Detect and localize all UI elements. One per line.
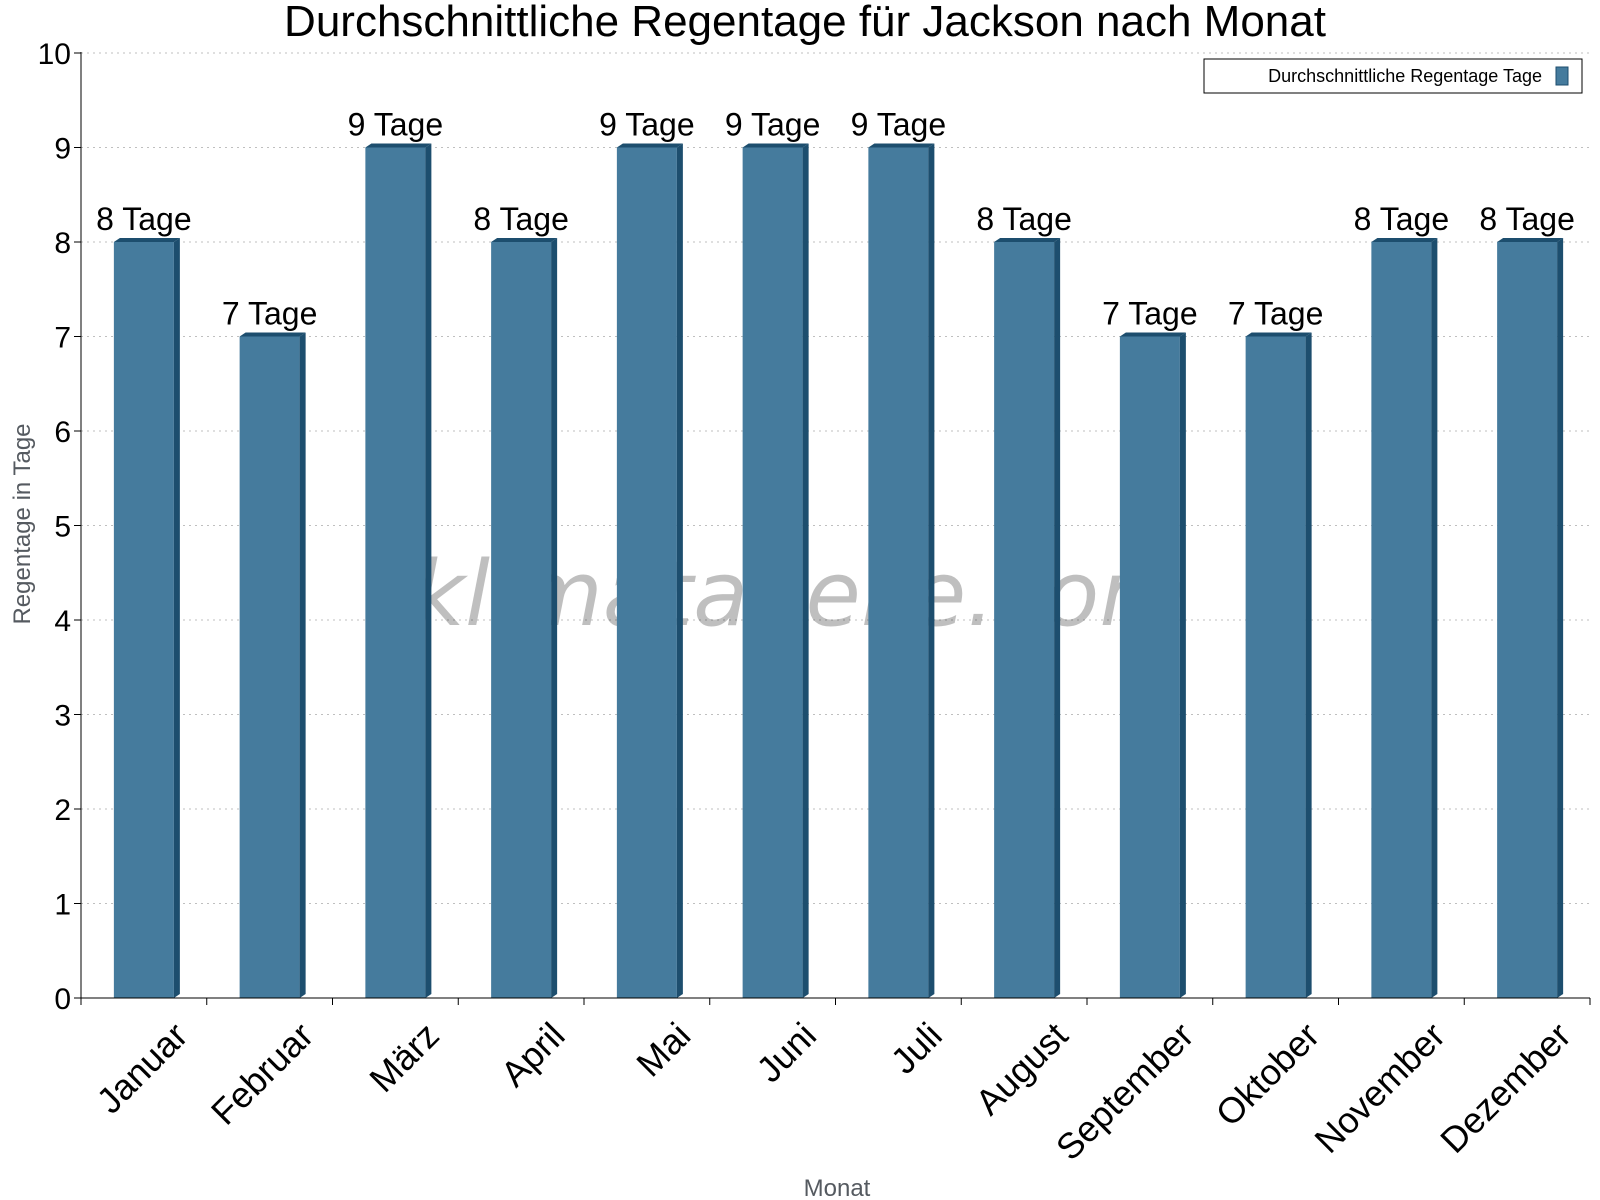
data-label: 9 Tage <box>851 107 947 143</box>
bar-november <box>1371 238 1438 998</box>
bar-top <box>1119 332 1186 337</box>
bar-top <box>742 143 809 148</box>
bar-front <box>1119 336 1180 998</box>
bar-top <box>994 238 1061 242</box>
legend-box <box>1203 58 1583 94</box>
bar-top <box>365 143 432 148</box>
y-tick-label: 3 <box>54 700 71 733</box>
x-tick-label: November <box>1306 1014 1452 1160</box>
bar-top <box>239 332 306 337</box>
y-tick-label: 10 <box>38 38 71 71</box>
x-tick-labels: Januar Februar März April Mai Juni Juli AugustS… <box>89 1014 1579 1168</box>
bar-top <box>1245 332 1312 337</box>
bar-juli <box>868 143 935 998</box>
x-tick-label: Oktober <box>1208 1014 1328 1134</box>
bar-side <box>928 143 935 998</box>
data-label: 7 Tage <box>222 296 318 332</box>
bar-front <box>1371 242 1432 998</box>
bar-front <box>994 242 1055 998</box>
x-tick-label: April <box>493 1014 573 1094</box>
data-label: 9 Tage <box>599 107 695 143</box>
x-tick-label: August <box>967 1014 1075 1122</box>
bar-top <box>616 143 683 148</box>
data-label: 9 Tage <box>348 107 444 143</box>
bar-top <box>1371 238 1438 242</box>
x-tick-label: Februar <box>203 1014 321 1132</box>
bar-top <box>1497 238 1564 242</box>
x-tick-label: März <box>361 1014 447 1100</box>
legend-swatch <box>1555 66 1569 86</box>
data-label: 8 Tage <box>473 201 569 237</box>
bar-märz <box>365 143 432 998</box>
bar-september <box>1119 332 1186 998</box>
y-tick-label: 0 <box>54 983 71 1016</box>
y-tick-labels: 0 1 2 3 4 5 6 7 8 9 10 <box>38 38 71 1016</box>
data-label: 7 Tage <box>1228 296 1324 332</box>
x-tick-label: Juni <box>748 1014 824 1090</box>
data-labels: 8 Tage 7 Tage 9 Tage 8 Tage 9 Tage 9 Tage 9 Ta… <box>96 107 1575 332</box>
bar-side <box>1054 238 1061 998</box>
bar-front <box>365 147 426 998</box>
data-label: 8 Tage <box>1354 201 1450 237</box>
bar-side <box>676 143 683 998</box>
gridlines <box>81 52 1590 904</box>
x-tick-label: Dezember <box>1432 1014 1578 1160</box>
y-tick-label: 1 <box>54 889 71 922</box>
bar-side <box>173 238 180 998</box>
bar-side <box>1305 332 1312 998</box>
bar-februar <box>239 332 306 998</box>
bar-side <box>299 332 306 998</box>
bar-front <box>742 147 803 998</box>
bar-side <box>425 143 432 998</box>
bar-juni <box>742 143 809 998</box>
y-tick-label: 4 <box>54 605 71 638</box>
y-tick-label: 5 <box>54 511 71 544</box>
bar-side <box>1179 332 1186 998</box>
data-label: 8 Tage <box>976 201 1072 237</box>
bar-top <box>113 238 180 242</box>
y-tick-label: 6 <box>54 416 71 449</box>
y-tick-label: 8 <box>54 227 71 260</box>
legend: Durchschnittliche Regentage Tage <box>1203 58 1583 94</box>
bar-august <box>994 238 1061 998</box>
x-axis-label: Monat <box>804 1175 871 1200</box>
bar-front <box>1245 336 1306 998</box>
axes <box>74 52 1591 1005</box>
bar-front <box>113 242 174 998</box>
y-tick-label: 9 <box>54 133 71 166</box>
bar-top <box>868 143 935 148</box>
bar-april <box>491 238 558 998</box>
bar-side <box>1557 238 1564 998</box>
y-axis-label: Regentage in Tage <box>9 423 36 624</box>
chart-title: Durchschnittliche Regentage für Jackson … <box>284 0 1326 46</box>
x-tick-label: Mai <box>628 1014 698 1084</box>
data-label: 9 Tage <box>725 107 821 143</box>
y-tick-label: 7 <box>54 322 71 355</box>
bar-side <box>1431 238 1438 998</box>
bars <box>113 143 1564 998</box>
bar-front <box>239 336 300 998</box>
x-tick-label: Juli <box>883 1014 950 1081</box>
data-label: 8 Tage <box>96 201 192 237</box>
bar-mai <box>616 143 683 998</box>
legend-label: Durchschnittliche Regentage Tage <box>1268 66 1542 86</box>
bar-dezember <box>1497 238 1564 998</box>
bar-top <box>491 238 558 242</box>
y-tick-label: 2 <box>54 794 71 827</box>
data-label: 7 Tage <box>1102 296 1198 332</box>
bar-front <box>616 147 677 998</box>
bar-side <box>802 143 809 998</box>
bar-januar <box>113 238 180 998</box>
bar-front <box>1497 242 1558 998</box>
bar-front <box>491 242 552 998</box>
x-tick-label: September <box>1048 1014 1202 1168</box>
bar-side <box>551 238 558 998</box>
x-tick-label: Januar <box>89 1014 196 1121</box>
bar-front <box>868 147 929 998</box>
data-label: 8 Tage <box>1479 201 1575 237</box>
bar-oktober <box>1245 332 1312 998</box>
